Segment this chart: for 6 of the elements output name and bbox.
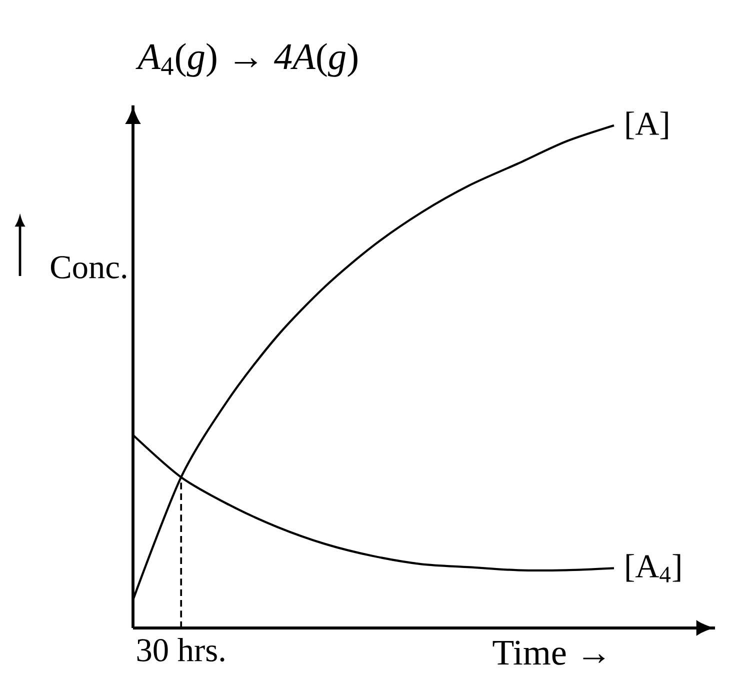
x-axis-title: Time → bbox=[492, 640, 605, 665]
y-axis-title: Conc. bbox=[50, 256, 126, 279]
annotation: 30 hrs. bbox=[137, 638, 224, 662]
chart-title: A$_{4}$(g) → 4A(g) bbox=[136, 43, 358, 77]
series-label: [A] bbox=[626, 112, 668, 140]
series-label: [A$_{4}$] bbox=[626, 554, 680, 582]
